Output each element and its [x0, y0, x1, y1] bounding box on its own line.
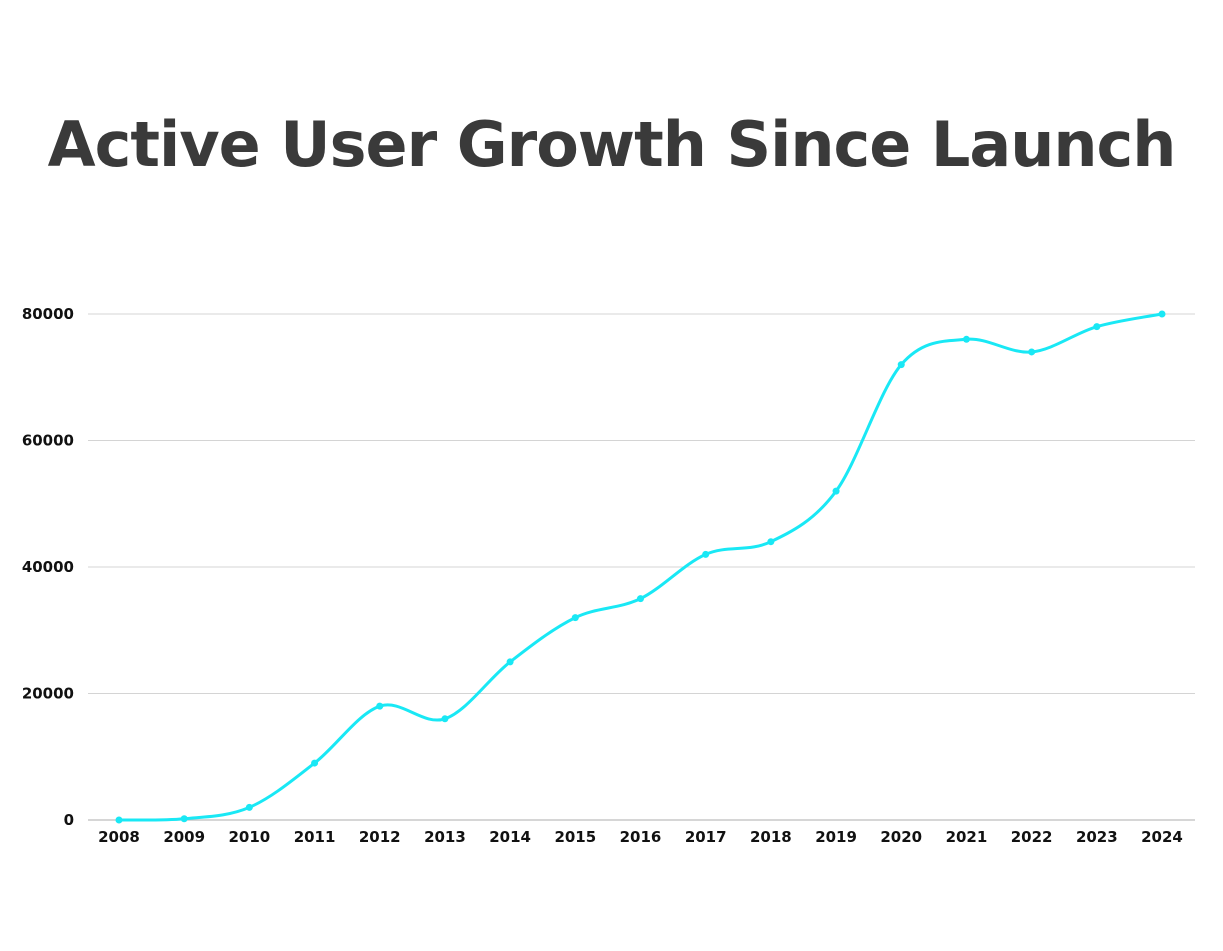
data-point-2013 — [441, 715, 449, 723]
data-point-2010 — [245, 803, 253, 811]
x-axis-ticks: 2008 2009 2010 2011 2012 2013 2014 2015 2016 2017… — [98, 828, 1183, 846]
x-tick-label: 2012 — [359, 828, 401, 846]
data-point-2014 — [506, 658, 514, 666]
y-tick-label: 20000 — [22, 685, 74, 703]
series-line — [117, 312, 1164, 822]
data-point-2021 — [962, 335, 970, 343]
data-point-2024 — [1158, 310, 1166, 318]
x-tick-label: 2023 — [1076, 828, 1118, 846]
y-tick-label: 0 — [64, 811, 74, 829]
x-tick-label: 2011 — [294, 828, 336, 846]
x-tick-label: 2024 — [1141, 828, 1183, 846]
x-tick-label: 2018 — [750, 828, 792, 846]
data-points — [115, 310, 1166, 824]
x-tick-label: 2013 — [424, 828, 466, 846]
data-point-2019 — [832, 487, 840, 495]
x-tick-label: 2008 — [98, 828, 140, 846]
x-tick-label: 2022 — [1011, 828, 1053, 846]
y-tick-label: 40000 — [22, 558, 74, 576]
x-tick-label: 2019 — [815, 828, 857, 846]
x-tick-label: 2017 — [685, 828, 727, 846]
x-tick-label: 2009 — [163, 828, 205, 846]
y-tick-label: 80000 — [22, 305, 74, 323]
data-point-2009 — [180, 815, 188, 823]
data-point-2015 — [571, 614, 579, 622]
data-point-2012 — [376, 702, 384, 710]
gridlines — [88, 313, 1195, 694]
x-tick-label: 2010 — [229, 828, 271, 846]
data-point-2023 — [1093, 323, 1101, 331]
y-tick-label: 60000 — [22, 432, 74, 450]
x-tick-label: 2015 — [554, 828, 596, 846]
x-tick-label: 2020 — [880, 828, 922, 846]
x-tick-label: 2021 — [946, 828, 988, 846]
x-tick-label: 2016 — [620, 828, 662, 846]
data-point-2008 — [115, 816, 123, 824]
data-point-2011 — [311, 759, 319, 767]
y-axis-ticks: 0 20000 40000 60000 80000 — [22, 305, 74, 829]
chart-title: Active User Growth Since Launch — [47, 108, 1177, 181]
data-point-2020 — [897, 361, 905, 369]
data-point-2018 — [767, 538, 775, 546]
data-point-2022 — [1028, 348, 1036, 356]
data-point-2017 — [702, 550, 710, 558]
x-tick-label: 2014 — [489, 828, 531, 846]
series-line-layer — [117, 312, 1164, 822]
data-point-2016 — [637, 595, 644, 603]
